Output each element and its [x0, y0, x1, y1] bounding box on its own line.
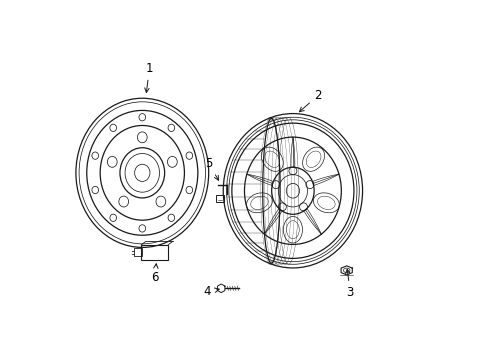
Bar: [134, 248, 142, 256]
Text: 4: 4: [203, 285, 219, 298]
Text: 2: 2: [299, 89, 321, 112]
Text: 5: 5: [204, 157, 218, 180]
Bar: [141, 245, 168, 260]
Text: 1: 1: [144, 62, 153, 93]
Text: 3: 3: [345, 269, 353, 299]
Text: 6: 6: [151, 264, 158, 284]
Bar: [215, 195, 223, 202]
